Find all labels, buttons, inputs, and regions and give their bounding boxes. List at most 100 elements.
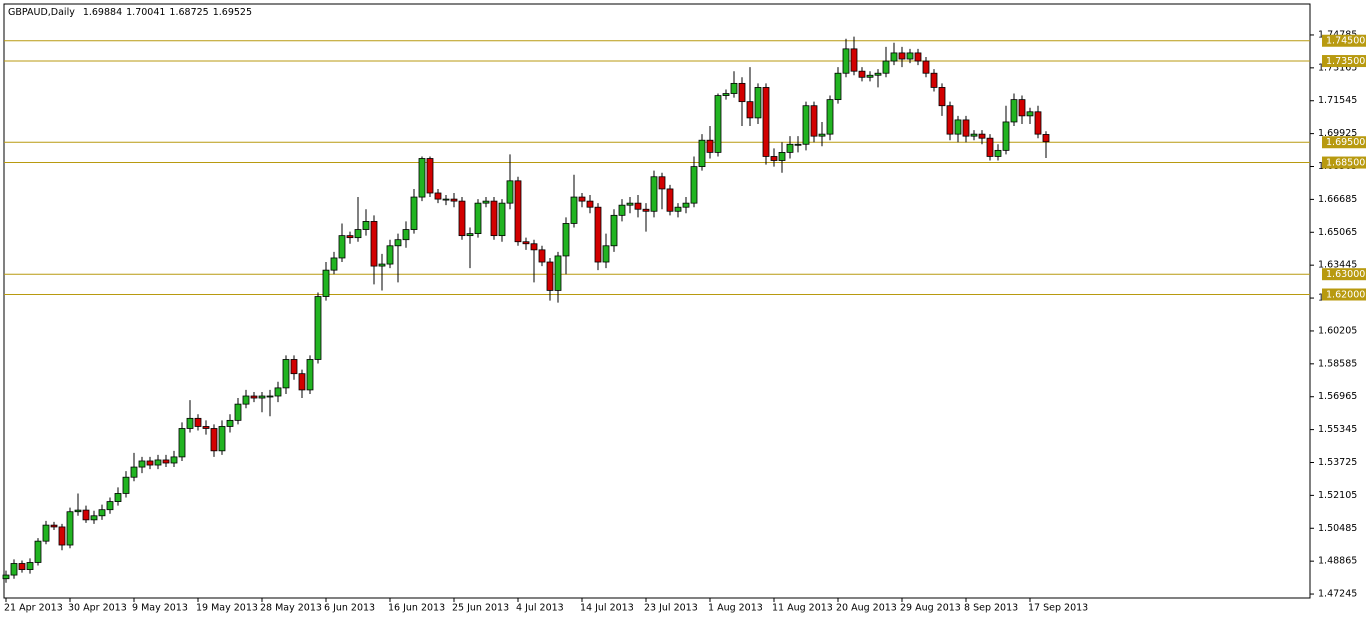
candle-body: [1042, 134, 1050, 143]
candle-body: [490, 200, 498, 237]
x-tick-label: 23 Jul 2013: [644, 603, 698, 614]
candle-body: [58, 526, 66, 546]
header-value: 1.69525: [213, 7, 252, 18]
candle-body: [18, 563, 26, 570]
header-value: 1.68725: [169, 7, 208, 18]
candle-body: [410, 196, 418, 230]
candle-body: [674, 206, 682, 212]
candle-body: [570, 196, 578, 224]
candle-body: [66, 511, 74, 546]
candle-body: [178, 428, 186, 458]
candle-body: [914, 52, 922, 62]
candle-body: [810, 105, 818, 137]
candle-body: [1018, 99, 1026, 117]
candle-body: [602, 245, 610, 263]
candle-body: [1034, 111, 1042, 135]
y-tick-label: 1.66685: [1318, 194, 1357, 205]
level-label-box: [1322, 136, 1366, 149]
candle-body: [466, 233, 474, 237]
candle-body: [610, 214, 618, 247]
candle-body: [954, 119, 962, 135]
candle-body: [898, 52, 906, 60]
candle-body: [26, 562, 34, 570]
candle-body: [314, 296, 322, 360]
candle-body: [706, 139, 714, 153]
y-tick-label: 1.56965: [1318, 391, 1357, 402]
candle-body: [186, 417, 194, 429]
candle-body: [458, 200, 466, 237]
candle-body: [370, 221, 378, 267]
x-tick-label: 25 Jun 2013: [452, 603, 509, 614]
candle-body: [906, 52, 914, 60]
candle-body: [994, 149, 1002, 157]
candle-body: [986, 137, 994, 157]
candle-body: [978, 133, 986, 139]
y-tick-label: 1.63445: [1318, 260, 1357, 271]
candle-body: [794, 143, 802, 146]
candle-body: [442, 198, 450, 201]
candle-body: [346, 235, 354, 239]
x-tick-label: 20 Aug 2013: [836, 603, 897, 614]
x-tick-label: 19 May 2013: [196, 603, 258, 614]
candle-body: [930, 72, 938, 88]
candle-body: [282, 359, 290, 389]
level-label: 1.63000: [1326, 269, 1365, 280]
level-label: 1.69500: [1326, 137, 1365, 148]
x-tick-label: 6 Jun 2013: [324, 603, 375, 614]
candle-body: [354, 229, 362, 239]
candle-body: [74, 509, 82, 513]
level-label-box: [1322, 156, 1366, 169]
candle-body: [882, 60, 890, 74]
candle-body: [138, 460, 146, 468]
candle-body: [802, 105, 810, 145]
candle-body: [666, 188, 674, 212]
level-label: 1.74500: [1326, 36, 1365, 47]
y-tick-label: 1.52105: [1318, 490, 1357, 501]
candle-body: [618, 204, 626, 216]
y-tick-label: 1.71545: [1318, 95, 1357, 106]
candle-body: [970, 133, 978, 137]
candle-body: [306, 359, 314, 391]
candle-body: [234, 403, 242, 421]
candle-body: [250, 395, 258, 399]
candle-body: [498, 202, 506, 237]
candle-body: [34, 540, 42, 563]
x-tick-label: 1 Aug 2013: [708, 603, 763, 614]
candle-body: [50, 524, 58, 528]
candle-body: [146, 460, 154, 466]
x-tick-label: 9 May 2013: [132, 603, 188, 614]
candle-body: [10, 563, 18, 576]
candle-body: [762, 87, 770, 157]
candle-body: [946, 105, 954, 135]
x-tick-label: 14 Jul 2013: [580, 603, 634, 614]
y-tick-label: 1.53725: [1318, 457, 1357, 468]
header-value: 1.70041: [126, 7, 165, 18]
candle-body: [130, 466, 138, 478]
candle-body: [962, 119, 970, 137]
candle-body: [82, 509, 90, 521]
candle-body: [322, 269, 330, 297]
candle-body: [338, 235, 346, 259]
candle-body: [650, 176, 658, 212]
candle-body: [122, 476, 130, 494]
candle-body: [450, 198, 458, 202]
candle-body: [522, 241, 530, 245]
x-tick-label: 4 Jul 2013: [516, 603, 564, 614]
candle-body: [586, 200, 594, 208]
x-tick-label: 11 Aug 2013: [772, 603, 833, 614]
candle-body: [162, 459, 170, 464]
candle-body: [594, 206, 602, 263]
y-tick-label: 1.58585: [1318, 358, 1357, 369]
candle-body: [210, 428, 218, 452]
candle-body: [378, 263, 386, 267]
x-tick-label: 29 Aug 2013: [900, 603, 961, 614]
candle-body: [722, 93, 730, 96]
candle-body: [90, 515, 98, 521]
candle-body: [1026, 111, 1034, 117]
y-tick-label: 1.48865: [1318, 556, 1357, 567]
candle-body: [578, 196, 586, 202]
candle-body: [554, 255, 562, 291]
candle-body: [858, 70, 866, 78]
candle-body: [2, 574, 10, 580]
